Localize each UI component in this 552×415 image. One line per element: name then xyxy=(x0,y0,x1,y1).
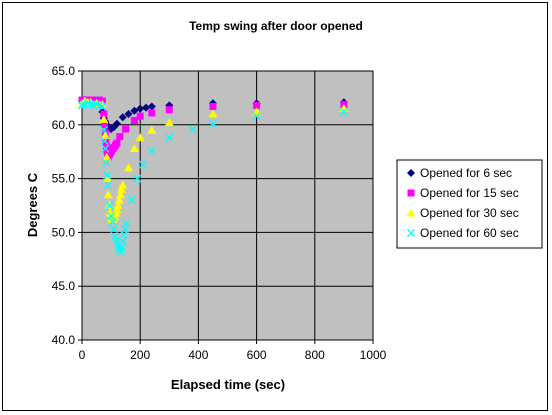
legend-marker xyxy=(407,169,415,177)
data-point xyxy=(142,103,151,112)
legend-marker xyxy=(407,229,415,237)
x-tick-label: 0 xyxy=(79,348,86,362)
y-tick-label: 45.0 xyxy=(52,279,76,293)
data-point xyxy=(164,118,174,127)
data-point xyxy=(147,102,156,111)
x-tick-label: 800 xyxy=(305,348,325,362)
legend-label: Opened for 6 sec xyxy=(420,166,512,180)
data-point xyxy=(102,152,112,161)
x-tick-label: 400 xyxy=(188,348,208,362)
data-point xyxy=(100,136,109,145)
data-point xyxy=(101,121,109,129)
y-tick-label: 65.0 xyxy=(52,64,76,78)
y-tick-label: 50.0 xyxy=(52,225,76,239)
plot-area xyxy=(81,70,374,341)
x-tick-label: 200 xyxy=(130,348,150,362)
data-point xyxy=(122,125,130,133)
data-point xyxy=(124,110,133,119)
data-point xyxy=(133,174,142,183)
data-point xyxy=(135,133,145,142)
data-point xyxy=(113,139,121,147)
data-point xyxy=(118,237,127,246)
data-point xyxy=(147,125,157,134)
legend-entry: Opened for 60 sec xyxy=(407,226,519,240)
data-point xyxy=(103,190,113,199)
data-point xyxy=(116,133,124,141)
data-point xyxy=(117,243,126,252)
x-tick-label: 600 xyxy=(247,348,267,362)
legend-label: Opened for 30 sec xyxy=(420,206,519,220)
data-point xyxy=(127,196,136,205)
chart-title: Temp swing after door opened xyxy=(189,19,363,33)
y-tick-label: 40.0 xyxy=(52,333,76,347)
data-point xyxy=(188,125,197,134)
data-point xyxy=(339,107,348,116)
data-point xyxy=(147,146,156,155)
data-point xyxy=(148,109,156,117)
data-point xyxy=(104,181,113,190)
legend-box xyxy=(396,159,543,249)
legend-entry: Opened for 15 sec xyxy=(407,186,519,200)
data-point xyxy=(100,131,110,140)
data-point xyxy=(112,205,122,214)
data-point xyxy=(99,126,108,135)
data-point xyxy=(208,119,217,128)
data-point xyxy=(102,158,111,167)
data-point xyxy=(136,104,145,113)
data-point xyxy=(165,133,174,142)
data-point xyxy=(130,116,138,124)
series-4 xyxy=(78,99,348,256)
y-tick-label: 60.0 xyxy=(52,118,76,132)
data-point xyxy=(122,219,131,228)
x-axis-label: Elapsed time (sec) xyxy=(171,377,285,392)
data-point xyxy=(118,113,127,122)
data-point xyxy=(110,225,119,234)
data-point xyxy=(98,102,107,111)
legend-label: Opened for 60 sec xyxy=(420,226,519,240)
data-point xyxy=(209,103,217,111)
data-point xyxy=(136,112,144,120)
data-point xyxy=(129,143,139,152)
data-point xyxy=(165,106,173,114)
data-point xyxy=(118,180,128,189)
data-point xyxy=(108,217,117,226)
data-point xyxy=(208,109,218,118)
data-point xyxy=(117,184,127,193)
data-point xyxy=(124,163,134,172)
legend-entry: Opened for 6 sec xyxy=(407,166,512,180)
y-axis-label: Degrees C xyxy=(25,172,40,237)
x-tick-label: 1000 xyxy=(360,348,387,362)
data-point xyxy=(103,171,112,180)
data-point xyxy=(111,232,120,241)
legend: Opened for 6 sec Opened for 15 sec Opened … xyxy=(396,159,543,249)
data-point xyxy=(252,112,261,121)
legend-label: Opened for 15 sec xyxy=(420,186,519,200)
data-point xyxy=(114,195,124,204)
data-point xyxy=(105,201,114,210)
data-series xyxy=(77,96,349,256)
data-point xyxy=(103,174,113,183)
axis-ticks: 40.0 45.0 50.0 55.0 60.0 65.0 0 200 400 600 800 100… xyxy=(52,64,387,362)
data-point xyxy=(139,160,148,169)
legend-marker xyxy=(407,189,415,197)
data-point xyxy=(113,201,123,209)
legend-entry: Opened for 30 sec xyxy=(406,206,519,220)
data-point xyxy=(112,119,121,128)
data-point xyxy=(100,110,108,118)
data-point xyxy=(253,101,261,109)
data-point xyxy=(107,125,116,134)
data-point xyxy=(115,190,125,199)
data-point xyxy=(99,114,109,123)
data-point xyxy=(101,144,110,153)
legend-marker xyxy=(406,208,416,217)
y-tick-label: 55.0 xyxy=(52,172,76,186)
